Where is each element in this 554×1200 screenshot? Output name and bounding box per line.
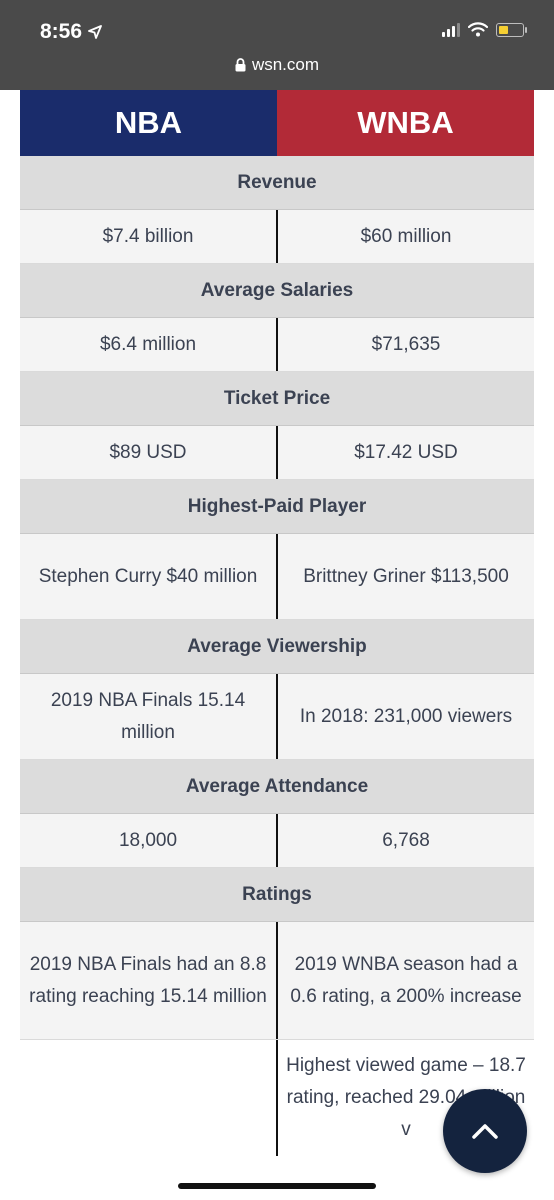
table-row: Stephen Curry $40 million Brittney Grine… [20, 534, 534, 620]
nba-value: $6.4 million [20, 318, 278, 371]
status-time: 8:56 [40, 20, 102, 44]
address-bar[interactable]: wsn.com [0, 55, 554, 75]
battery-icon [496, 22, 527, 37]
cellular-signal-icon [442, 22, 460, 37]
header-wnba: WNBA [277, 90, 534, 156]
status-icons [442, 22, 527, 37]
section-title-highest-paid-player: Highest-Paid Player [20, 480, 534, 534]
time-text: 8:56 [40, 20, 83, 43]
table-row: 2019 NBA Finals had an 8.8 rating reachi… [20, 922, 534, 1040]
nba-value: 18,000 [20, 814, 278, 867]
url-text: wsn.com [251, 55, 320, 74]
comparison-table: NBA WNBA Revenue $7.4 billion $60 millio… [20, 90, 534, 1156]
lock-icon [235, 58, 246, 72]
section-title-average-viewership: Average Viewership [20, 620, 534, 674]
wnba-value: $60 million [360, 225, 452, 247]
home-indicator [178, 1183, 376, 1189]
nba-value: $7.4 billion [20, 210, 278, 263]
wnba-value: 2019 WNBA season had a 0.6 rating, a 200… [290, 953, 522, 1007]
wnba-value: In 2018: 231,000 viewers [299, 705, 513, 727]
nba-value [20, 1040, 278, 1156]
status-bar: 8:56 wsn.com [0, 0, 554, 90]
location-arrow-icon [88, 25, 102, 39]
chevron-up-icon [472, 1124, 498, 1139]
table-row: 2019 NBA Finals 15.14 million In 2018: 2… [20, 674, 534, 760]
section-title-revenue: Revenue [20, 156, 534, 210]
table-row: $89 USD $17.42 USD [20, 426, 534, 480]
table-row: $7.4 billion $60 million [20, 210, 534, 264]
wnba-value: $17.42 USD [354, 441, 458, 463]
section-title-average-salaries: Average Salaries [20, 264, 534, 318]
table-header: NBA WNBA [20, 90, 534, 156]
section-title-ratings: Ratings [20, 868, 534, 922]
wifi-icon [468, 22, 488, 37]
wnba-value: 6,768 [382, 829, 430, 851]
wnba-value: Brittney Griner $113,500 [303, 565, 509, 587]
section-title-ticket-price: Ticket Price [20, 372, 534, 426]
table-row: 18,000 6,768 [20, 814, 534, 868]
header-nba: NBA [20, 90, 277, 156]
nba-value: 2019 NBA Finals 15.14 million [20, 674, 278, 759]
section-title-average-attendance: Average Attendance [20, 760, 534, 814]
wnba-value: $71,635 [371, 333, 441, 355]
nba-value: Stephen Curry $40 million [20, 534, 278, 619]
back-to-top-button[interactable] [443, 1089, 527, 1173]
nba-value: $89 USD [20, 426, 278, 479]
table-row: Highest viewed game – 18.7 rating, reach… [20, 1040, 534, 1156]
nba-value: 2019 NBA Finals had an 8.8 rating reachi… [20, 922, 278, 1039]
table-row: $6.4 million $71,635 [20, 318, 534, 372]
